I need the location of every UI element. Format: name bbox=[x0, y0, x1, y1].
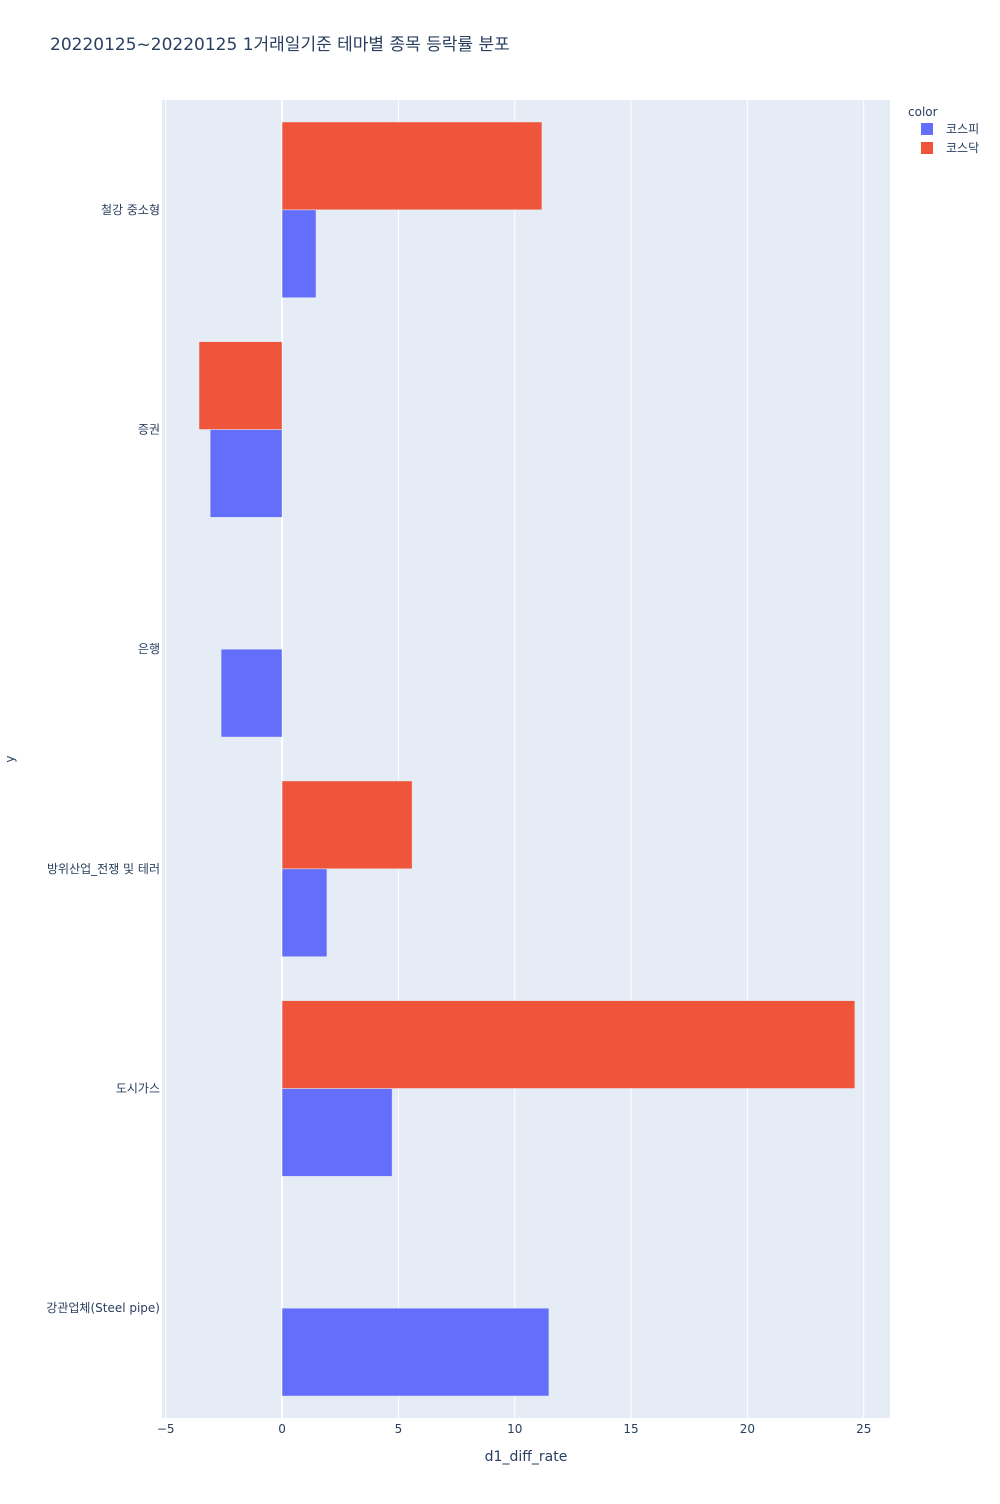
x-tick-label: 0 bbox=[278, 1422, 286, 1436]
legend-swatch[interactable] bbox=[921, 142, 933, 154]
y-tick-label: 철강 중소형 bbox=[101, 203, 160, 217]
x-tick-label: 15 bbox=[623, 1422, 638, 1436]
legend-label[interactable]: 코스닥 bbox=[946, 141, 979, 155]
x-tick-label: 20 bbox=[740, 1422, 755, 1436]
y-axis-label: y bbox=[3, 755, 17, 762]
y-tick-label: 강관업체(Steel pipe) bbox=[46, 1301, 160, 1315]
bar-코스피[interactable] bbox=[209, 429, 283, 518]
bar-코스닥[interactable] bbox=[281, 780, 413, 870]
bar-코스닥[interactable] bbox=[281, 1000, 856, 1089]
legend-title: color bbox=[908, 105, 938, 119]
x-tick-label: 10 bbox=[507, 1422, 522, 1436]
x-tick-label: −5 bbox=[157, 1422, 175, 1436]
y-tick-label: 증권 bbox=[138, 423, 160, 437]
y-tick-label: 은행 bbox=[138, 641, 160, 656]
y-tick-label: 도시가스 bbox=[116, 1082, 160, 1096]
x-tick-label: 5 bbox=[395, 1422, 403, 1436]
legend-swatch[interactable] bbox=[921, 123, 933, 135]
chart-title: 20220125~20220125 1거래일기준 테마별 종목 등락률 분포 bbox=[50, 35, 510, 55]
bar-코스닥[interactable] bbox=[281, 121, 543, 211]
bar-코스피[interactable] bbox=[281, 868, 328, 957]
legend-label[interactable]: 코스피 bbox=[946, 122, 979, 136]
y-tick-label: 방위산업_전쟁 및 테러 bbox=[47, 862, 160, 876]
plot-area bbox=[162, 100, 890, 1418]
bar-코스피[interactable] bbox=[281, 1307, 550, 1397]
x-axis-label: d1_diff_rate bbox=[485, 1449, 568, 1465]
bar-코스닥[interactable] bbox=[198, 341, 283, 430]
bar-코스피[interactable] bbox=[281, 1088, 393, 1177]
bar-코스피[interactable] bbox=[281, 209, 317, 298]
x-tick-label: 25 bbox=[856, 1422, 871, 1436]
bar-코스피[interactable] bbox=[220, 648, 283, 738]
